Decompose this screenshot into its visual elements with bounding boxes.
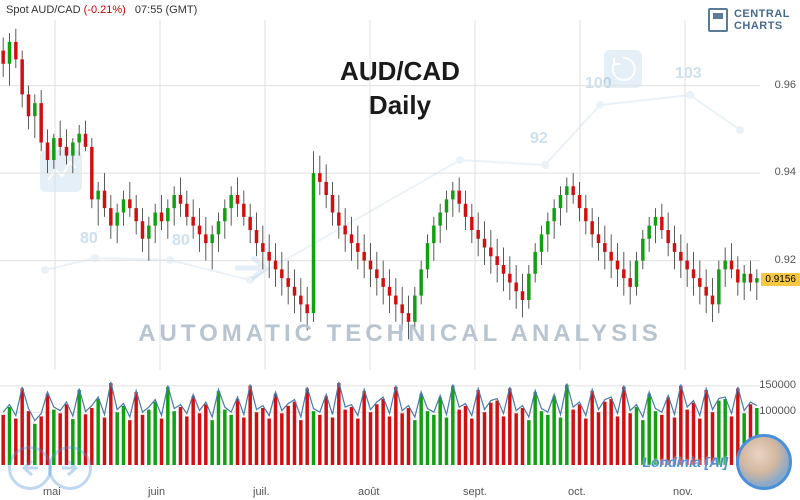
avatar-icon[interactable] xyxy=(736,434,792,490)
candlestick-chart[interactable] xyxy=(0,20,760,370)
timestamp: 07:55 (GMT) xyxy=(135,4,197,16)
nav-prev-button[interactable] xyxy=(8,446,52,490)
pair-label: Spot AUD/CAD xyxy=(6,4,81,16)
volume-chart[interactable] xyxy=(0,370,760,465)
chart-header: Spot AUD/CAD (-0.21%) 07:55 (GMT) xyxy=(6,4,197,16)
y-tick-label: 0.96 xyxy=(775,79,796,91)
y-tick-label: 0.92 xyxy=(775,254,796,266)
x-tick-label: oct. xyxy=(568,486,586,498)
volume-y-tick: 150000 xyxy=(759,379,796,391)
x-tick-label: nov. xyxy=(673,486,693,498)
y-tick-label: 0.94 xyxy=(775,166,796,178)
volume-y-tick: 100000 xyxy=(759,405,796,417)
x-tick-label: juil. xyxy=(253,486,270,498)
londinia-label: Londinia [AI] xyxy=(642,454,728,470)
nav-next-button[interactable] xyxy=(48,446,92,490)
current-price-tag: 0.9156 xyxy=(761,273,800,286)
x-tick-label: mai xyxy=(43,486,61,498)
x-tick-label: août xyxy=(358,486,379,498)
x-tick-label: juin xyxy=(148,486,165,498)
x-tick-label: sept. xyxy=(463,486,487,498)
pct-change: (-0.21%) xyxy=(84,4,126,16)
